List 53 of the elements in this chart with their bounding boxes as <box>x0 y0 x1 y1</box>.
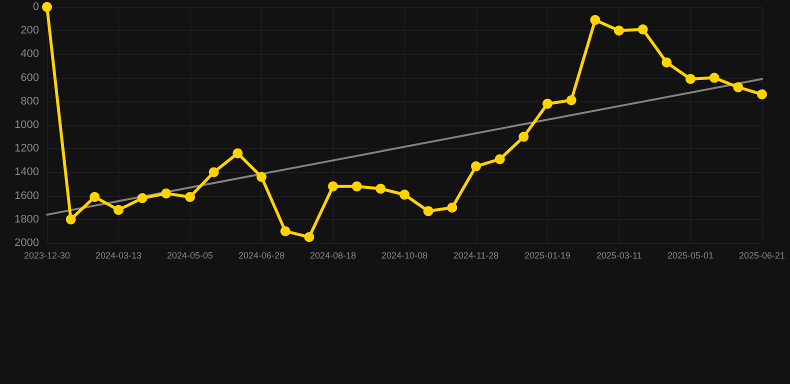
point <box>686 74 696 84</box>
point <box>638 24 648 34</box>
x-tick-label: 2024-11-28 <box>453 250 499 260</box>
x-tick-label: 2025-05-01 <box>667 250 714 260</box>
y-tick-label: 2000 <box>14 237 39 249</box>
y-tick-label: 1200 <box>14 142 39 155</box>
x-tick-label: 2023-12-30 <box>24 250 70 260</box>
point <box>542 98 552 109</box>
point <box>328 181 338 192</box>
point <box>494 154 505 164</box>
point <box>280 226 290 236</box>
point <box>185 192 195 202</box>
point <box>137 193 148 204</box>
point <box>256 172 266 182</box>
x-tick-label: 2024-05-05 <box>166 250 214 260</box>
point <box>42 2 52 12</box>
y-tick-label: 1000 <box>14 119 39 131</box>
point <box>400 190 410 200</box>
point <box>614 26 624 36</box>
y-tick-label: 200 <box>20 24 39 37</box>
point <box>757 89 767 100</box>
point <box>423 206 434 216</box>
point <box>447 202 458 213</box>
x-tick-label: 2025-01-19 <box>524 250 571 260</box>
y-tick-label: 800 <box>20 95 39 108</box>
y-tick-label: 1800 <box>14 213 39 226</box>
point <box>352 181 362 192</box>
point <box>114 204 124 215</box>
point <box>161 188 172 198</box>
point <box>566 95 576 106</box>
point <box>733 82 744 92</box>
y-tick-label: 1600 <box>14 190 39 202</box>
y-tick-label: 1400 <box>14 166 39 178</box>
point <box>662 57 672 68</box>
point <box>304 232 314 242</box>
point <box>709 72 720 83</box>
x-tick-label: 2024-10-08 <box>381 250 428 260</box>
x-tick-label: 2025-06-21 <box>738 250 786 260</box>
point <box>90 192 100 202</box>
point <box>471 161 481 172</box>
point <box>590 14 600 25</box>
y-tick-label: 600 <box>20 72 39 84</box>
x-tick-label: 2025-03-11 <box>596 250 642 260</box>
point <box>376 184 386 194</box>
x-tick-label: 2024-03-13 <box>95 250 142 260</box>
point <box>518 132 529 142</box>
x-tick-label: 2024-08-18 <box>310 250 356 260</box>
y-tick-label: 0 <box>32 1 39 13</box>
point <box>66 214 76 224</box>
point <box>208 167 219 178</box>
point <box>232 148 243 158</box>
x-tick-label: 2024-06-28 <box>238 250 285 260</box>
y-tick-label: 400 <box>20 48 39 60</box>
